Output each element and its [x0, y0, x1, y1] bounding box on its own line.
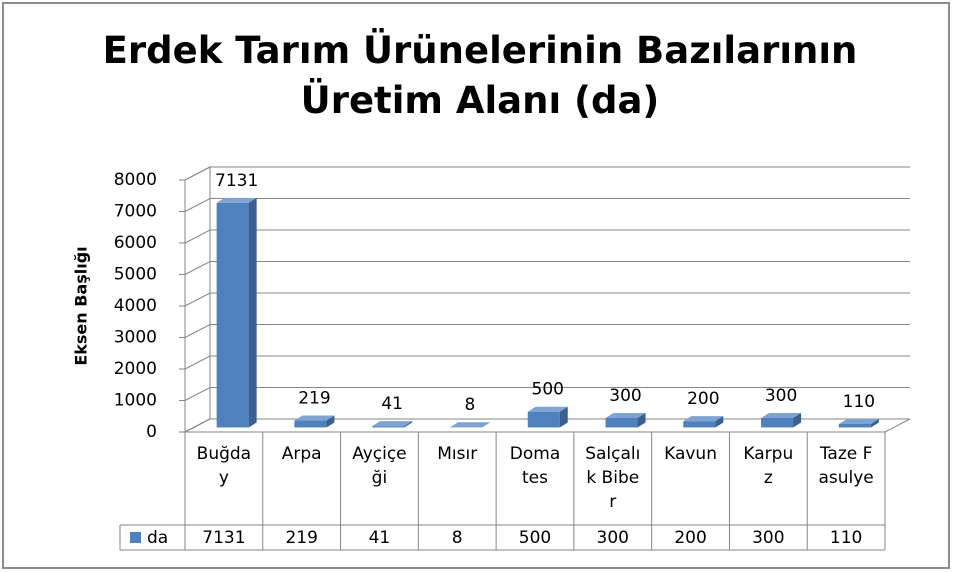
- bar: [761, 418, 794, 428]
- category-label: Salçalık Biber: [585, 444, 641, 512]
- bar-side: [248, 197, 257, 428]
- y-tick-label: 5000: [114, 265, 157, 285]
- bar-side: [404, 421, 413, 428]
- data-label: 300: [609, 386, 641, 406]
- y-tick-label: 0: [146, 422, 157, 442]
- y-tick-label: 7000: [114, 202, 157, 222]
- category-label: Ayçiçeği: [352, 444, 407, 488]
- bar: [605, 418, 638, 428]
- bar-top: [761, 413, 802, 418]
- grid-line: [184, 418, 910, 433]
- table-value: 110: [830, 528, 862, 548]
- grid-line: [184, 324, 910, 338]
- y-tick-label: 6000: [114, 233, 157, 253]
- y-tick-label: 2000: [114, 359, 157, 379]
- bar: [683, 421, 716, 428]
- category-label: Buğday: [196, 444, 252, 488]
- y-axis-title: Eksen Başlığı: [72, 246, 91, 365]
- bar-top: [372, 421, 413, 427]
- bar-side: [559, 406, 568, 428]
- bar: [372, 426, 405, 428]
- grid-line: [184, 166, 910, 181]
- bar-top: [216, 197, 257, 203]
- plot-area: [70, 155, 940, 555]
- bar: [838, 423, 871, 428]
- grid-line: [184, 292, 910, 307]
- data-label: 7131: [215, 171, 258, 191]
- bar-side: [481, 422, 490, 428]
- category-label: Kavun: [664, 444, 717, 464]
- y-tick-label: 1000: [114, 391, 157, 411]
- data-label: 500: [532, 380, 564, 400]
- data-label: 219: [298, 389, 330, 409]
- category-label: Karpuz: [743, 444, 794, 488]
- category-label: Taze Fasulye: [818, 444, 874, 488]
- table-value: 300: [597, 528, 629, 548]
- grid-line: [184, 229, 910, 244]
- bar-side: [326, 415, 335, 428]
- table-value: 8: [452, 528, 463, 548]
- y-tick-label: 8000: [114, 170, 157, 190]
- data-label: 8: [465, 395, 476, 415]
- grid-line: [184, 387, 910, 401]
- legend-label: da: [147, 528, 168, 548]
- bar-side: [637, 413, 646, 428]
- bar-top: [605, 413, 646, 418]
- bar-side: [715, 416, 724, 428]
- data-label: 200: [687, 389, 719, 409]
- y-tick-label: 3000: [114, 328, 157, 348]
- grid-line: [184, 355, 910, 370]
- legend-key: [130, 532, 141, 543]
- table-value: 300: [752, 528, 784, 548]
- table-value: 7131: [202, 528, 245, 548]
- grid-line: [184, 261, 910, 275]
- bar-top: [527, 406, 568, 412]
- data-label: 300: [765, 386, 797, 406]
- category-label: Domates: [509, 444, 561, 488]
- bar: [527, 411, 560, 428]
- bar-top: [294, 415, 335, 421]
- table-value: 219: [285, 528, 317, 548]
- bar-top: [838, 418, 879, 424]
- bar-side: [793, 413, 802, 428]
- table-value: 41: [369, 528, 391, 548]
- bar-top: [683, 416, 724, 422]
- bar: [216, 202, 249, 428]
- table-value: 500: [519, 528, 551, 548]
- category-label: Mısır: [437, 444, 478, 464]
- data-label: 110: [843, 392, 875, 412]
- bar-top: [449, 422, 490, 428]
- data-label: 41: [381, 394, 403, 414]
- grid-line: [184, 198, 910, 212]
- y-tick-label: 4000: [114, 296, 157, 316]
- table-value: 200: [674, 528, 706, 548]
- category-label: Arpa: [281, 444, 322, 464]
- chart-title: Erdek Tarım Ürünelerinin Bazılarının Üre…: [102, 29, 858, 122]
- bar: [294, 420, 327, 428]
- bar-side: [870, 418, 879, 428]
